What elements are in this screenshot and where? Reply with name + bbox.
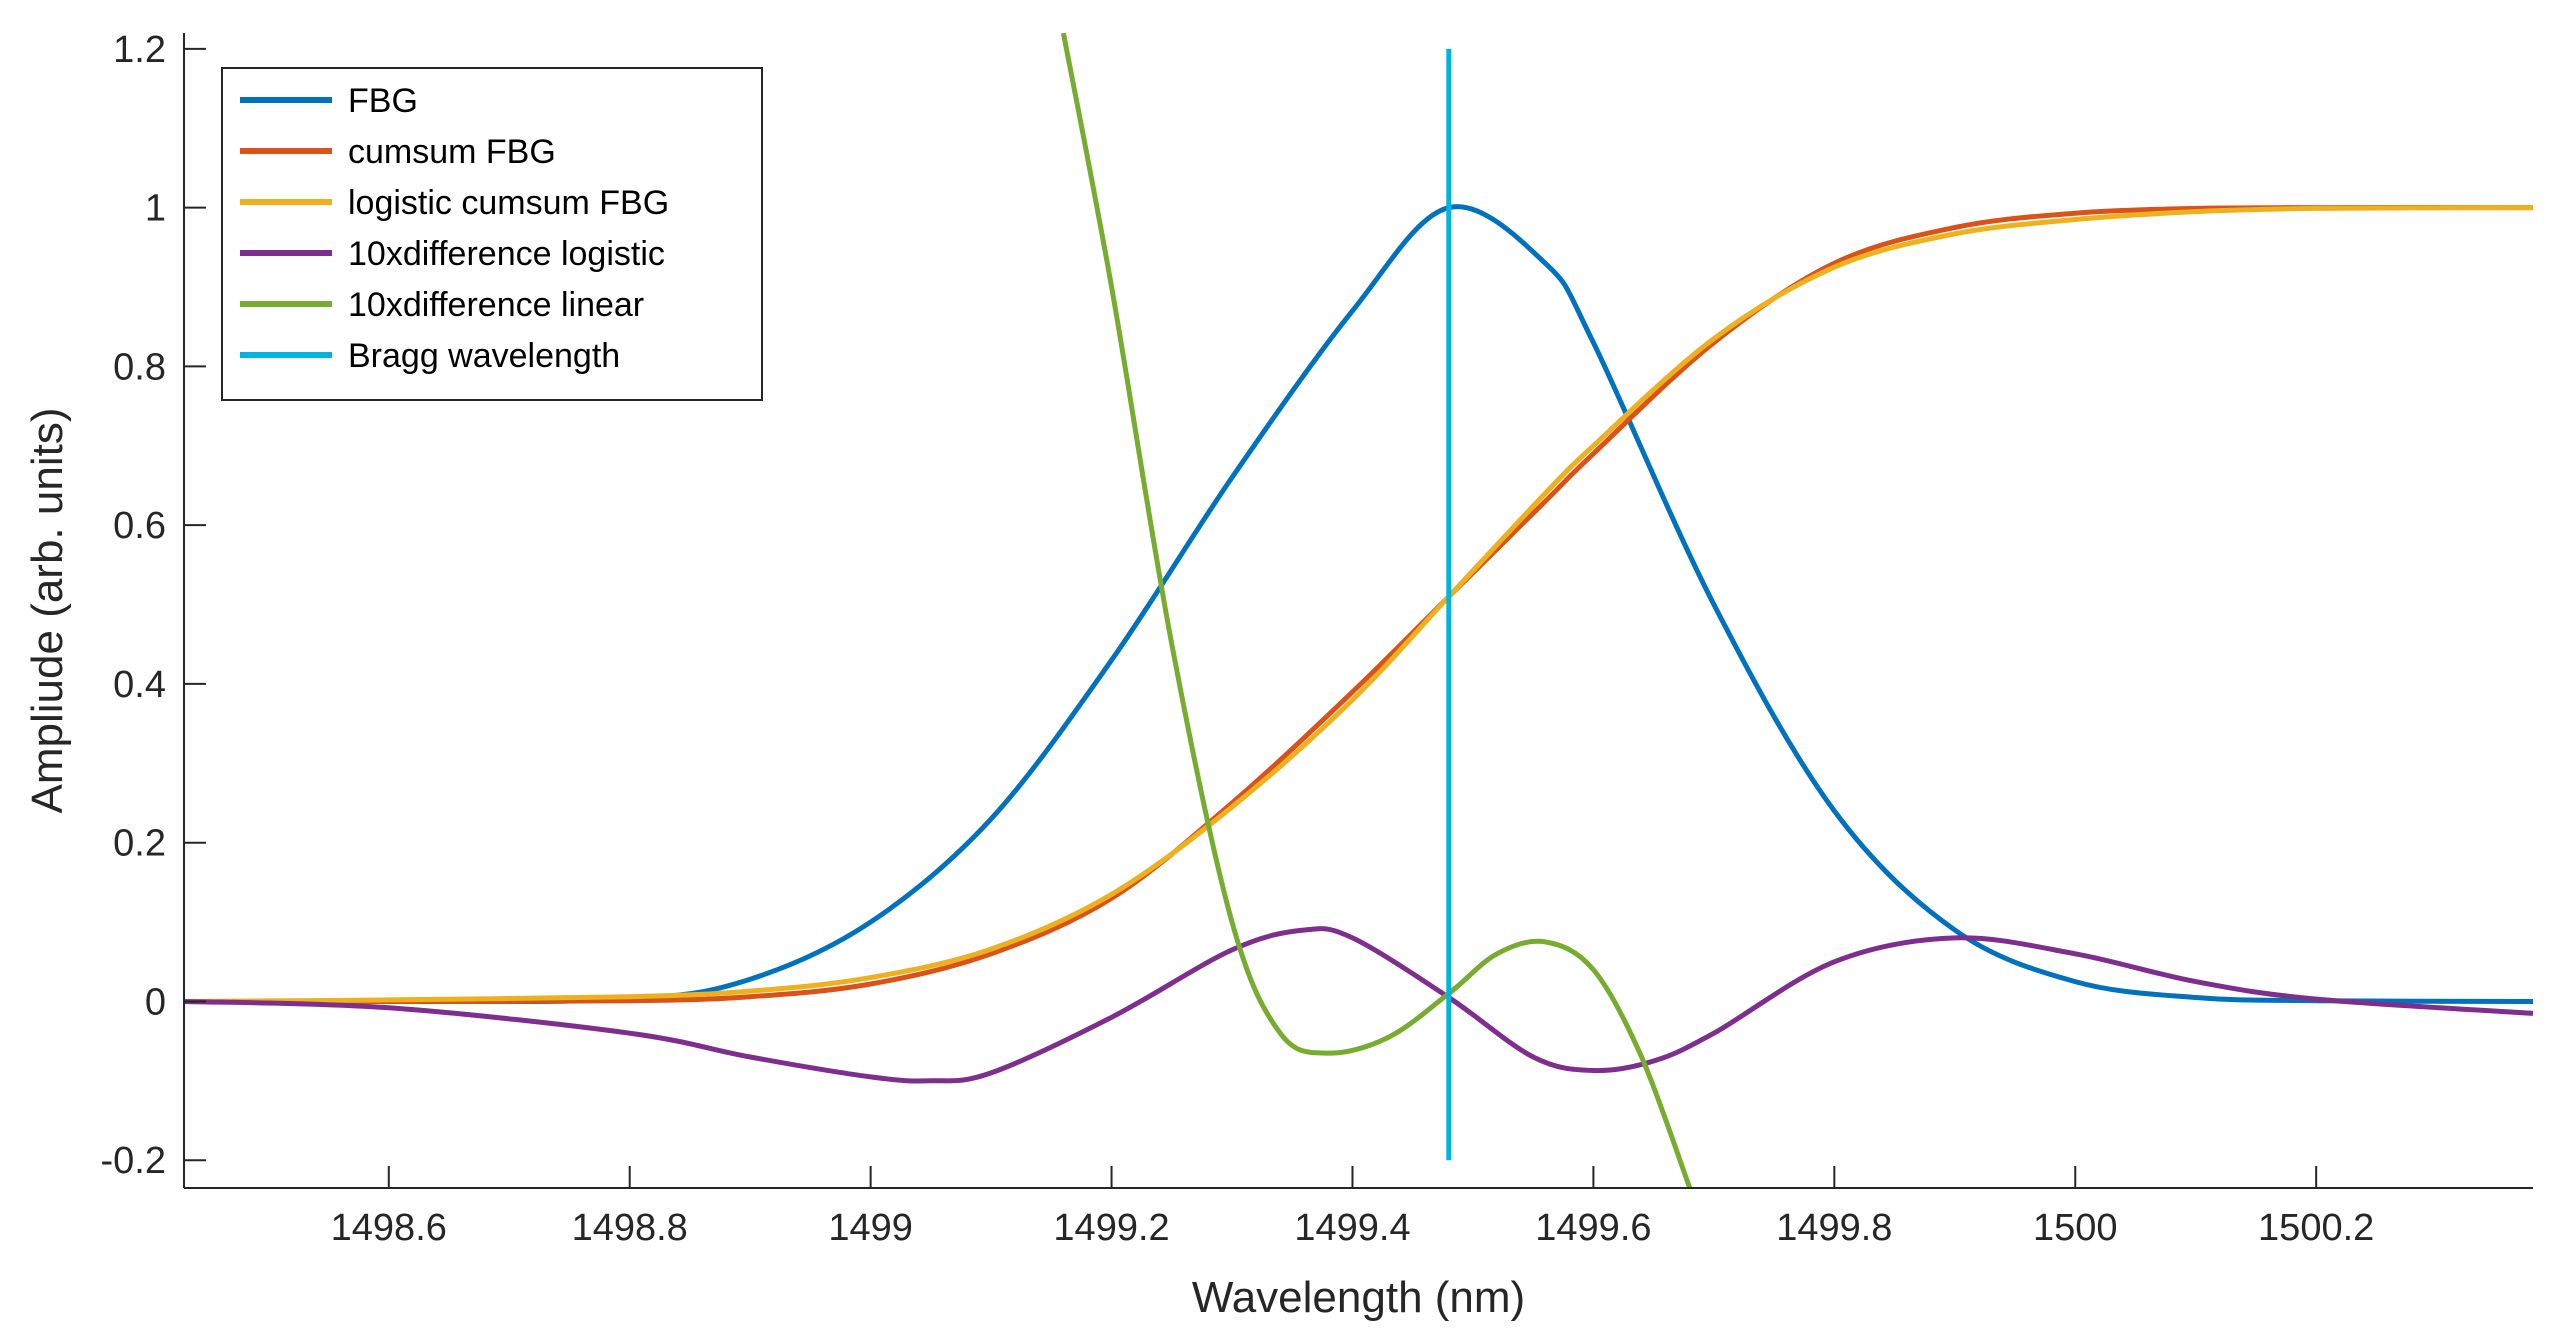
x-tick-label: 1500.2 bbox=[2258, 1207, 2374, 1249]
x-tick-label: 1499 bbox=[828, 1207, 913, 1249]
y-tick-label: 0 bbox=[145, 981, 166, 1023]
x-tick-label: 1499.4 bbox=[1294, 1207, 1410, 1249]
y-tick-label: -0.2 bbox=[101, 1140, 166, 1182]
legend-label-cumsum-fbg: cumsum FBG bbox=[348, 133, 556, 171]
series-layer bbox=[184, 33, 2533, 1188]
legend: FBG cumsum FBG logistic cumsum FBG 10xdiffe… bbox=[221, 67, 763, 401]
x-tick-label: 1498.8 bbox=[572, 1207, 688, 1249]
y-axis-label: Ampliude (arb. units) bbox=[23, 408, 72, 814]
series-line-fbg bbox=[184, 204, 2533, 1005]
legend-label-10xdifference-logistic: 10xdifference logistic bbox=[348, 235, 665, 273]
x-axis-label: Wavelength (nm) bbox=[1192, 1273, 1525, 1322]
y-tick-label: 0.6 bbox=[113, 505, 166, 547]
legend-label-bragg-wavelength: Bragg wavelength bbox=[348, 337, 620, 375]
x-tick-label: 1499.6 bbox=[1535, 1207, 1651, 1249]
y-tick-label: 0.2 bbox=[113, 823, 166, 865]
x-tick-label: 1498.6 bbox=[331, 1207, 447, 1249]
series-line-10xdifference-linear bbox=[1060, 33, 1693, 1188]
x-tick-label: 1499.8 bbox=[1776, 1207, 1892, 1249]
legend-label-10xdifference-linear: 10xdifference linear bbox=[348, 286, 644, 324]
series-line-logistic-cumsum-fbg bbox=[184, 205, 2533, 1004]
axes-layer: 1498.6 1498.8 1499 1499.2 1499.4 1499.6 1499.8… bbox=[101, 29, 2533, 1249]
x-tick-label: 1500 bbox=[2033, 1207, 2118, 1249]
legend-box bbox=[221, 67, 763, 401]
y-tick-label: 1 bbox=[145, 188, 166, 230]
y-tick-label: 1.2 bbox=[113, 29, 166, 71]
y-tick-label: 0.8 bbox=[113, 346, 166, 388]
y-tick-label: 0.4 bbox=[113, 664, 166, 706]
x-tick-label: 1499.2 bbox=[1053, 1207, 1169, 1249]
legend-label-fbg: FBG bbox=[348, 82, 418, 120]
legend-label-logistic-cumsum-fbg: logistic cumsum FBG bbox=[348, 184, 669, 222]
series-line-10xdifference-logistic bbox=[184, 926, 2533, 1084]
